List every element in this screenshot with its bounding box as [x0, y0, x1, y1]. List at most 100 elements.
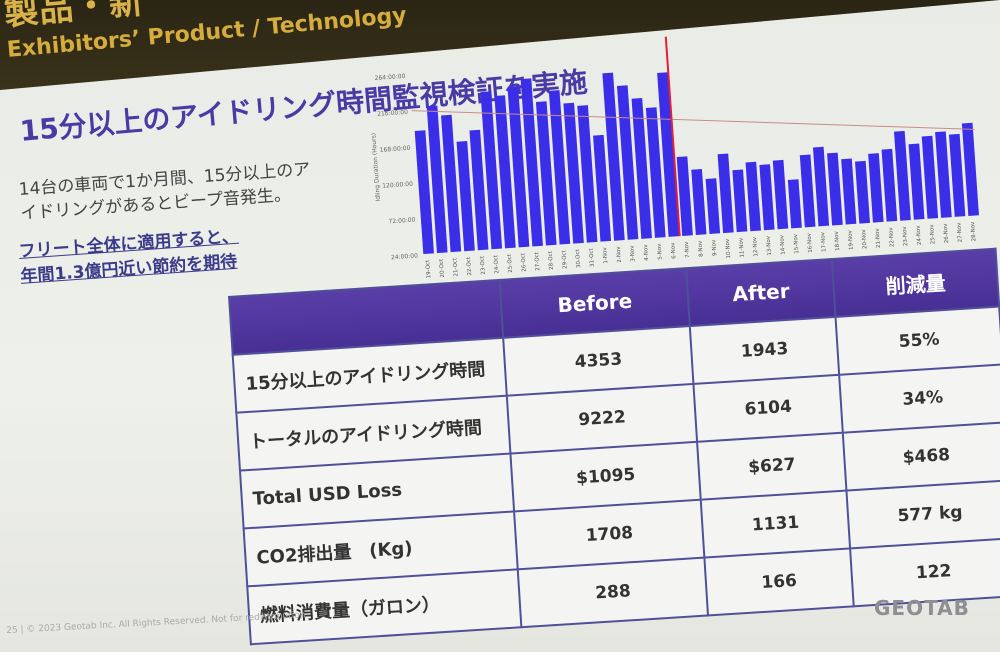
bar: [548, 90, 571, 245]
x-tick-label: 16-Nov: [807, 232, 814, 253]
y-tick-label: 72:00:00: [388, 217, 416, 226]
bar: [745, 161, 761, 232]
highlight-text: フリート全体に適用すると、 年間1.3億円近い節約を期待: [18, 225, 241, 290]
bar: [602, 72, 625, 241]
bar: [799, 154, 816, 228]
comparison-table: Before After 削減量 15分以上のアイドリング時間 4353 194…: [228, 248, 1000, 646]
before-cell: 288: [517, 557, 709, 628]
after-cell: 1943: [690, 316, 840, 384]
x-tick-label: 27-Nov: [956, 222, 963, 243]
x-tick-label: 18-Nov: [834, 230, 841, 251]
x-tick-label: 22-Nov: [888, 226, 895, 247]
x-tick-label: 1-Nov: [602, 246, 609, 263]
y-tick-label: 264:00:00: [374, 73, 405, 82]
x-tick-label: 30-Oct: [575, 248, 582, 268]
bar: [935, 131, 952, 218]
bar: [563, 102, 584, 244]
bar: [691, 168, 707, 236]
x-tick-label: 21-Oct: [452, 257, 459, 277]
bar: [616, 85, 639, 240]
bar: [520, 78, 543, 247]
x-tick-label: 29-Oct: [561, 249, 568, 269]
bar: [868, 153, 884, 223]
x-tick-label: 21-Nov: [875, 227, 882, 248]
x-tick-label: 24-Oct: [493, 254, 500, 274]
x-tick-label: 31-Oct: [589, 247, 596, 267]
bar: [426, 105, 448, 254]
bar: [948, 133, 966, 217]
x-tick-label: 17-Nov: [820, 231, 827, 252]
intervention-marker: [664, 36, 681, 237]
bar: [841, 158, 857, 225]
x-tick-label: 9-Nov: [711, 239, 718, 256]
bar: [480, 91, 503, 250]
bar: [577, 105, 598, 243]
x-tick-label: 19-Nov: [847, 229, 854, 250]
bar: [881, 148, 898, 222]
bar: [507, 86, 530, 248]
bar: [535, 101, 557, 246]
bar: [908, 143, 925, 220]
x-tick-label: 19-Oct: [425, 259, 432, 279]
y-tick-label: 216:00:00: [377, 109, 408, 118]
reduction-cell: 577 kg: [846, 480, 1000, 549]
x-tick-label: 14-Nov: [779, 234, 786, 255]
x-tick-label: 7-Nov: [684, 241, 691, 258]
reduction-cell: 34%: [839, 364, 1000, 433]
bar: [772, 159, 789, 230]
trend-line: [411, 110, 975, 130]
after-cell: 6104: [693, 374, 843, 442]
bar: [705, 178, 721, 235]
x-tick-label: 15-Nov: [793, 233, 800, 254]
bar: [827, 152, 843, 226]
bar: [456, 140, 475, 252]
bar: [469, 129, 489, 251]
x-tick-label: 23-Nov: [902, 225, 909, 246]
bar: [812, 146, 830, 227]
bar: [921, 135, 939, 219]
x-tick-label: 11-Nov: [738, 237, 745, 258]
bar: [855, 160, 870, 224]
idling-bar-chart: 24:00:00 72:00:00 120:00:00 168:00:00 216:00…: [370, 36, 979, 279]
y-axis-label: Idling Duration (Hours): [370, 133, 382, 202]
y-tick-label: 24:00:00: [391, 252, 419, 261]
reduction-cell: 55%: [835, 306, 1000, 375]
x-tick-label: 20-Nov: [861, 228, 868, 249]
x-tick-label: 26-Nov: [943, 223, 950, 244]
geotab-logo: GEOTAB: [874, 596, 970, 620]
bar: [676, 156, 693, 236]
x-tick-label: 22-Oct: [466, 256, 473, 276]
x-tick-label: 2-Nov: [616, 245, 623, 262]
after-cell: 1131: [701, 490, 851, 558]
x-tick-label: 12-Nov: [752, 236, 759, 257]
x-tick-label: 28-Oct: [548, 250, 555, 270]
x-tick-label: 3-Nov: [629, 244, 636, 261]
x-tick-label: 25-Nov: [929, 224, 936, 245]
after-cell: 166: [704, 548, 854, 616]
bar: [893, 130, 911, 221]
bar: [717, 153, 734, 234]
x-tick-label: 28-Nov: [970, 221, 977, 242]
bar: [414, 130, 434, 255]
bar: [441, 114, 462, 253]
y-tick-label: 168:00:00: [379, 145, 410, 154]
description: 14台の車両で1か月間、15分以上のア イドリングがあるとビープ音発生。: [18, 156, 341, 226]
bar: [494, 95, 516, 249]
table-header-cell: After: [686, 259, 836, 327]
x-tick-label: 5-Nov: [657, 243, 664, 260]
x-tick-label: 24-Nov: [916, 224, 923, 245]
bar: [732, 169, 748, 233]
x-tick-label: 4-Nov: [643, 244, 650, 261]
bar: [961, 122, 979, 216]
bar: [657, 72, 680, 237]
bar: [593, 134, 612, 242]
x-tick-label: 27-Oct: [534, 251, 541, 271]
x-tick-label: 20-Oct: [439, 258, 446, 278]
x-tick-label: 23-Oct: [480, 255, 487, 275]
x-tick-label: 13-Nov: [766, 235, 773, 256]
y-tick-label: 120:00:00: [382, 181, 413, 190]
bar: [787, 179, 802, 229]
x-tick-label: 8-Nov: [698, 240, 705, 257]
reduction-cell: $468: [842, 422, 1000, 491]
bar: [645, 107, 666, 238]
